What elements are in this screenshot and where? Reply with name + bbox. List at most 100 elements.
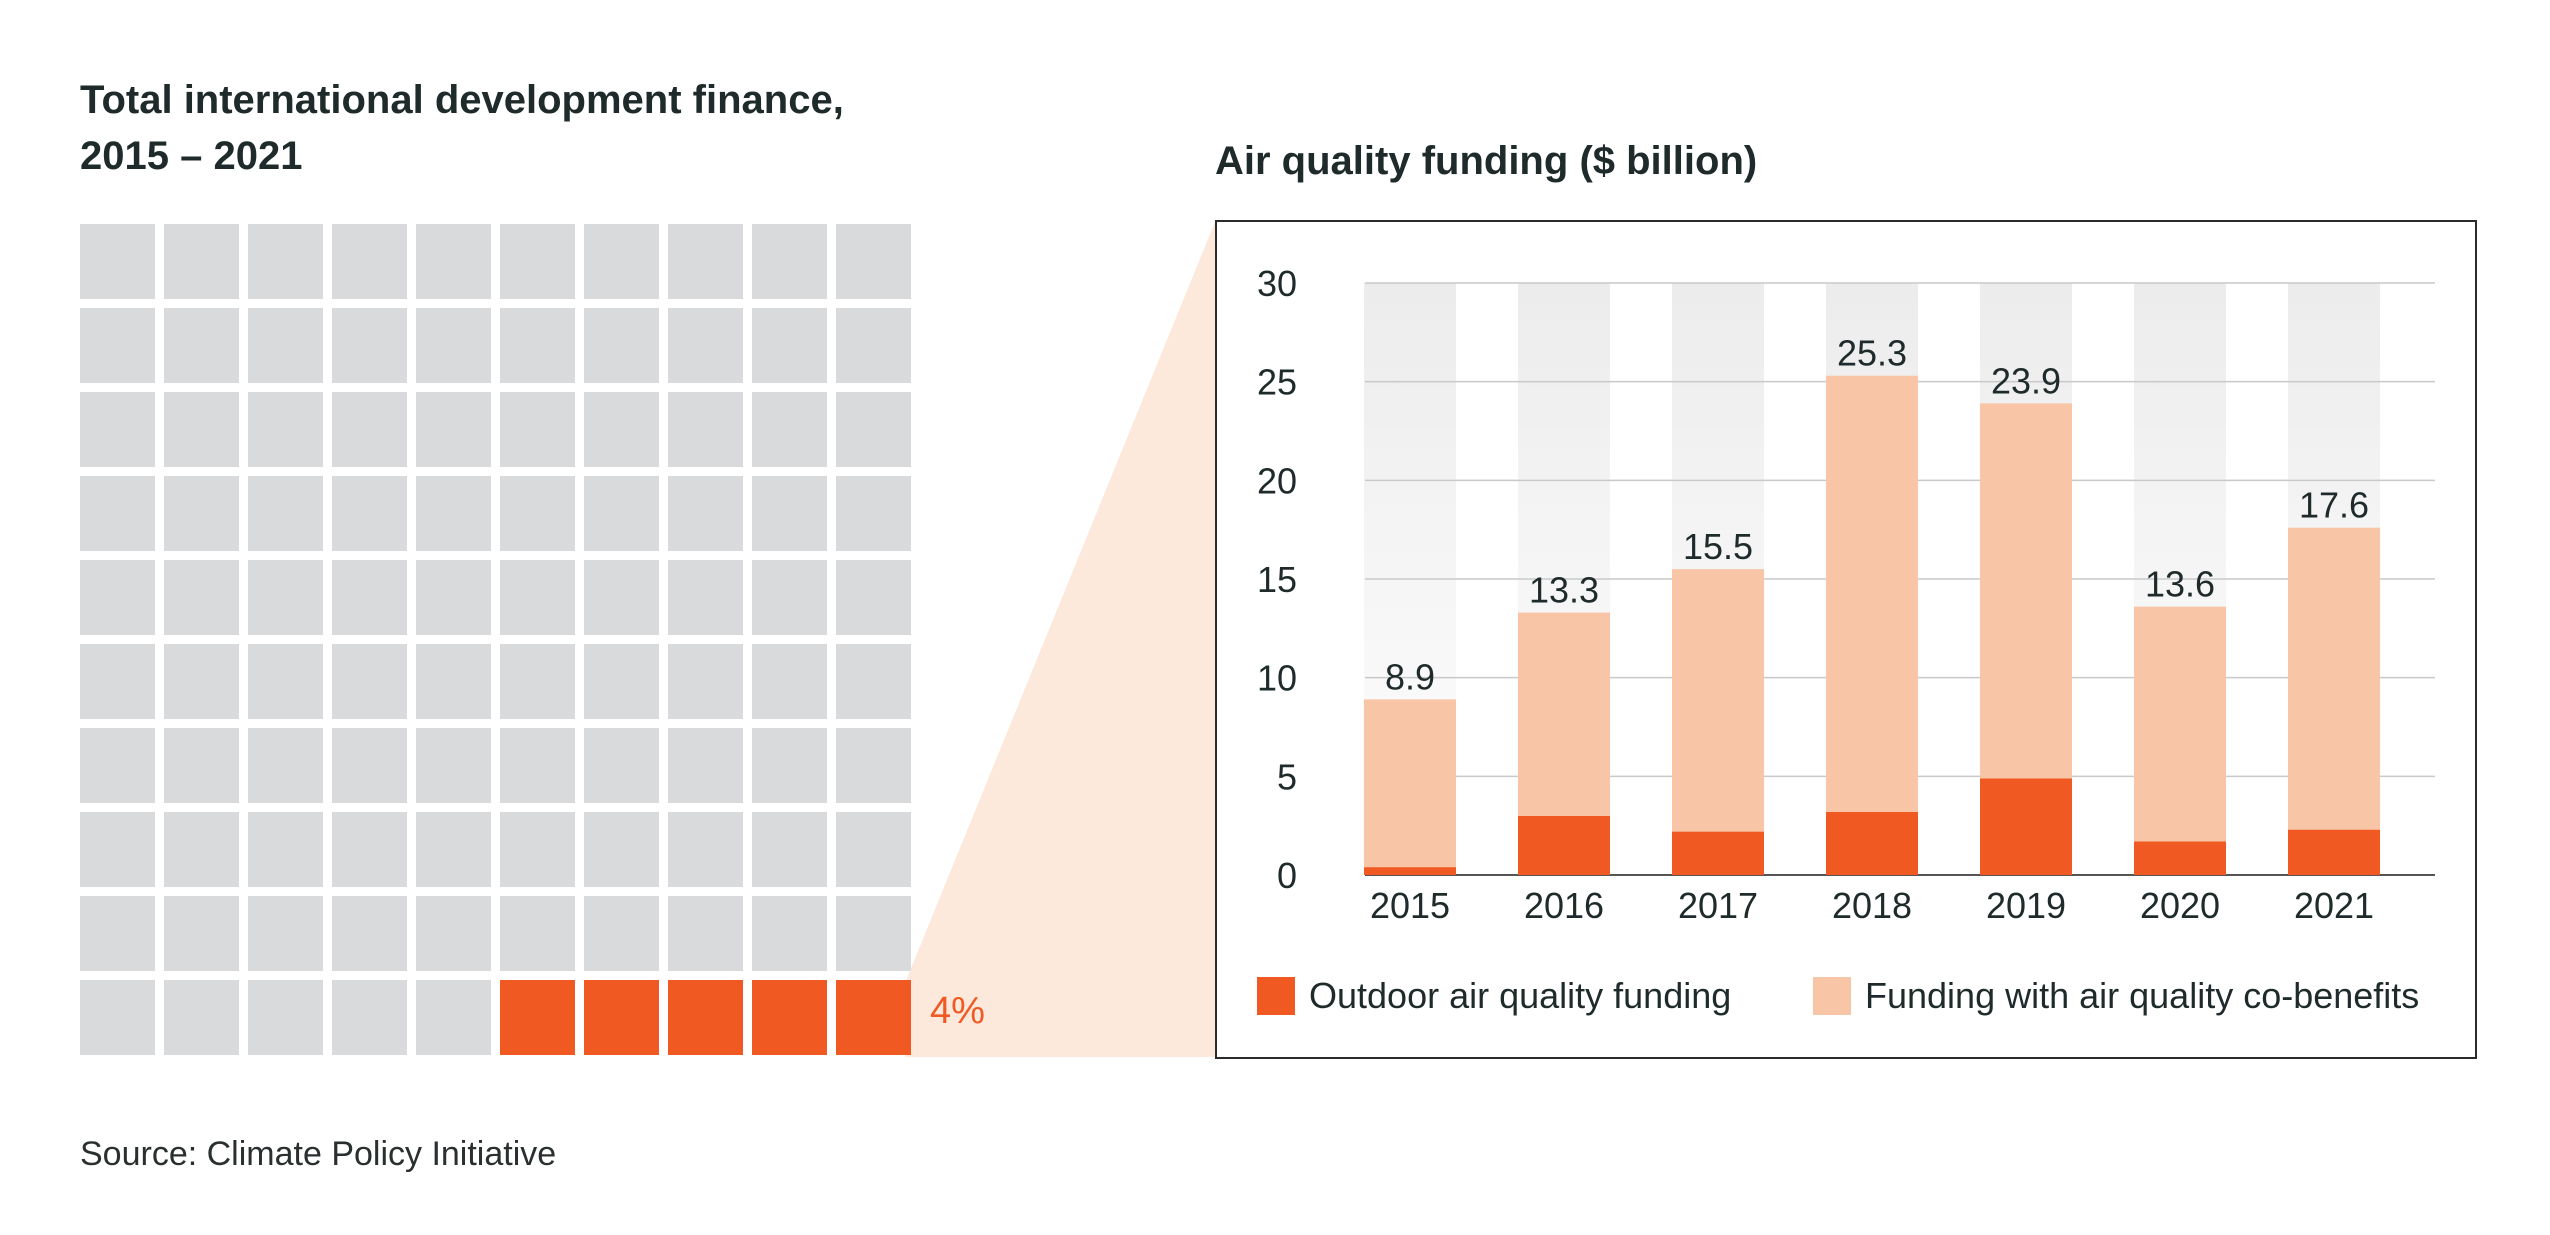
- waffle-cell: [584, 224, 659, 299]
- waffle-cell: [164, 308, 239, 383]
- waffle-cell: [80, 560, 155, 635]
- waffle-cell: [80, 476, 155, 551]
- waffle-cell: [332, 224, 407, 299]
- waffle-cell: [332, 812, 407, 887]
- waffle-cell: [836, 560, 911, 635]
- waffle-cell: [332, 980, 407, 1055]
- bar-segment-cobenefits: [2288, 527, 2380, 830]
- bar-total-label: 15.5: [1683, 526, 1753, 567]
- waffle-cell: [584, 392, 659, 467]
- waffle-cell: [584, 812, 659, 887]
- waffle-cell-highlight: [836, 980, 911, 1055]
- waffle-cell: [332, 728, 407, 803]
- waffle-cell: [416, 476, 491, 551]
- waffle-cell: [584, 728, 659, 803]
- waffle-cell: [248, 728, 323, 803]
- bar-segment-outdoor: [1364, 867, 1456, 875]
- waffle-cell: [80, 392, 155, 467]
- waffle-cell: [836, 308, 911, 383]
- legend-swatch-outdoor: [1257, 977, 1295, 1015]
- waffle-cell: [668, 392, 743, 467]
- waffle-cell: [500, 812, 575, 887]
- waffle-cell: [164, 728, 239, 803]
- waffle-cell: [836, 224, 911, 299]
- waffle-cell: [668, 728, 743, 803]
- waffle-cell-highlight: [752, 980, 827, 1055]
- waffle-title-line2: 2015 – 2021: [80, 134, 303, 178]
- waffle-cell: [164, 224, 239, 299]
- waffle-cell: [80, 728, 155, 803]
- waffle-cell: [584, 560, 659, 635]
- waffle-cell: [248, 644, 323, 719]
- waffle-cell: [164, 644, 239, 719]
- waffle-cell: [164, 812, 239, 887]
- waffle-title-line1: Total international development finance,: [80, 78, 844, 122]
- waffle-cell: [500, 728, 575, 803]
- bar-segment-outdoor: [1826, 811, 1918, 875]
- waffle-percent-label: 4%: [930, 990, 985, 1032]
- waffle-cell: [500, 560, 575, 635]
- waffle-cell: [752, 392, 827, 467]
- waffle-cell: [500, 224, 575, 299]
- waffle-cell: [164, 896, 239, 971]
- waffle-cell: [500, 644, 575, 719]
- legend-label-outdoor: Outdoor air quality funding: [1309, 975, 1732, 1016]
- waffle-cell: [332, 392, 407, 467]
- waffle-title: Total international development finance,…: [80, 72, 844, 184]
- bar-chart: 0 5 10 15 20 25 30 8.9 2015 13.3 2016 15.5 2017 25.3 2…: [1257, 263, 2435, 926]
- waffle-cell: [164, 476, 239, 551]
- chart-title-unit: ($ billion): [1579, 139, 1758, 183]
- waffle-cell: [80, 812, 155, 887]
- waffle-cell: [248, 560, 323, 635]
- waffle-cell: [80, 980, 155, 1055]
- waffle-cell: [752, 476, 827, 551]
- waffle-cell: [332, 308, 407, 383]
- waffle-cell: [668, 224, 743, 299]
- waffle-cell: [416, 560, 491, 635]
- waffle-cell: [584, 644, 659, 719]
- waffle-cell: [416, 812, 491, 887]
- bar-segment-outdoor: [1980, 778, 2072, 875]
- chart-title-main: Air quality funding: [1215, 139, 1569, 183]
- waffle-cell: [836, 812, 911, 887]
- waffle-cell: [668, 560, 743, 635]
- waffle-cell: [248, 896, 323, 971]
- waffle-cell: [836, 644, 911, 719]
- x-tick-label: 2019: [1986, 885, 2066, 926]
- waffle-cell-highlight: [668, 980, 743, 1055]
- source-note: Source: Climate Policy Initiative: [80, 1135, 557, 1173]
- x-tick-label: 2021: [2294, 885, 2374, 926]
- waffle-cell: [248, 308, 323, 383]
- waffle-cell: [752, 896, 827, 971]
- waffle-cell: [752, 224, 827, 299]
- waffle-cell: [332, 476, 407, 551]
- waffle-cell: [416, 308, 491, 383]
- waffle-cell: [668, 308, 743, 383]
- x-tick-label: 2018: [1832, 885, 1912, 926]
- bar-total-label: 17.6: [2299, 485, 2369, 526]
- waffle-cell: [80, 896, 155, 971]
- waffle-cell: [668, 812, 743, 887]
- bar-segment-cobenefits: [1826, 375, 1918, 812]
- waffle-cell: [668, 644, 743, 719]
- waffle-cell-highlight: [584, 980, 659, 1055]
- x-tick-label: 2016: [1524, 885, 1604, 926]
- waffle-cell: [332, 644, 407, 719]
- bar-segment-cobenefits: [1980, 403, 2072, 779]
- waffle-cell: [248, 224, 323, 299]
- waffle-cell: [332, 896, 407, 971]
- y-tick-label: 15: [1257, 559, 1297, 600]
- waffle-cell: [584, 308, 659, 383]
- legend-swatch-cobenefits: [1813, 977, 1851, 1015]
- legend-label-cobenefits: Funding with air quality co-benefits: [1865, 975, 2420, 1016]
- legend-item-cobenefits: Funding with air quality co-benefits: [1813, 975, 2419, 1017]
- waffle-cell: [164, 392, 239, 467]
- waffle-cell: [80, 224, 155, 299]
- waffle-cell: [248, 476, 323, 551]
- bar-segment-outdoor: [1672, 831, 1764, 875]
- waffle-cell: [668, 476, 743, 551]
- waffle-cell: [80, 644, 155, 719]
- x-tick-label: 2020: [2140, 885, 2220, 926]
- waffle-cell: [500, 896, 575, 971]
